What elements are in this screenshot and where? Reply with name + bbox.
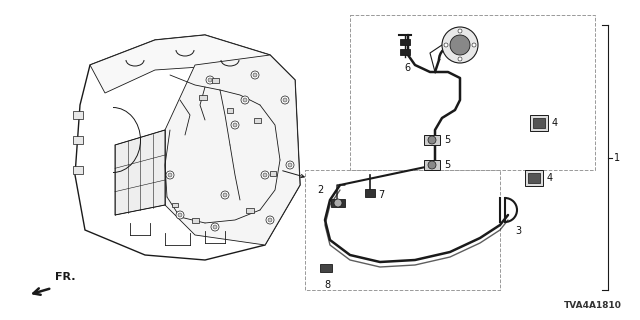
Circle shape — [472, 43, 476, 47]
Bar — [320, 264, 332, 272]
Circle shape — [268, 218, 272, 222]
Bar — [365, 189, 375, 197]
Circle shape — [211, 223, 219, 231]
Circle shape — [442, 27, 478, 63]
Circle shape — [166, 171, 174, 179]
Circle shape — [281, 96, 289, 104]
Circle shape — [428, 161, 436, 169]
Text: 5: 5 — [444, 160, 451, 170]
Bar — [530, 115, 548, 131]
Bar — [525, 170, 543, 186]
Circle shape — [444, 43, 448, 47]
Circle shape — [221, 191, 229, 199]
Circle shape — [263, 173, 267, 177]
Circle shape — [334, 199, 342, 207]
Polygon shape — [90, 35, 270, 93]
Text: FR.: FR. — [55, 272, 76, 282]
Bar — [254, 118, 261, 123]
Circle shape — [251, 71, 259, 79]
Text: 5: 5 — [444, 135, 451, 145]
Circle shape — [206, 76, 214, 84]
Circle shape — [288, 163, 292, 167]
Bar — [73, 136, 83, 144]
Circle shape — [286, 161, 294, 169]
Circle shape — [428, 136, 436, 144]
Circle shape — [168, 173, 172, 177]
Circle shape — [178, 213, 182, 217]
Circle shape — [458, 29, 462, 33]
Bar — [424, 160, 440, 170]
Bar — [400, 39, 410, 45]
Bar — [305, 170, 500, 290]
Bar — [331, 199, 345, 207]
Circle shape — [213, 225, 217, 229]
Circle shape — [266, 216, 274, 224]
Circle shape — [176, 211, 184, 219]
Circle shape — [253, 73, 257, 77]
Circle shape — [223, 193, 227, 197]
Circle shape — [261, 171, 269, 179]
Text: 4: 4 — [547, 173, 553, 183]
Polygon shape — [75, 35, 300, 260]
Bar — [246, 208, 254, 213]
Text: TVA4A1810: TVA4A1810 — [564, 301, 622, 310]
Text: 8: 8 — [324, 280, 330, 290]
Text: 1: 1 — [614, 153, 620, 163]
Circle shape — [283, 98, 287, 102]
Circle shape — [208, 78, 212, 82]
Circle shape — [231, 121, 239, 129]
Text: 2: 2 — [317, 185, 323, 195]
Bar — [227, 108, 233, 113]
Circle shape — [458, 57, 462, 61]
Bar — [400, 49, 410, 55]
Circle shape — [233, 123, 237, 127]
Bar — [270, 171, 276, 176]
Polygon shape — [115, 130, 165, 215]
Text: 4: 4 — [552, 118, 558, 128]
Bar — [212, 78, 219, 83]
Bar — [528, 173, 540, 183]
Polygon shape — [165, 55, 300, 245]
Text: 6: 6 — [404, 63, 410, 73]
Text: 7: 7 — [378, 190, 384, 200]
Bar — [172, 203, 178, 207]
Bar — [350, 15, 595, 170]
Circle shape — [243, 98, 247, 102]
Bar — [73, 111, 83, 119]
Bar — [73, 166, 83, 174]
Bar — [424, 135, 440, 145]
Circle shape — [241, 96, 249, 104]
Circle shape — [450, 35, 470, 55]
Bar — [533, 118, 545, 128]
Bar — [199, 95, 207, 100]
Text: 3: 3 — [515, 226, 521, 236]
Bar — [192, 218, 199, 223]
